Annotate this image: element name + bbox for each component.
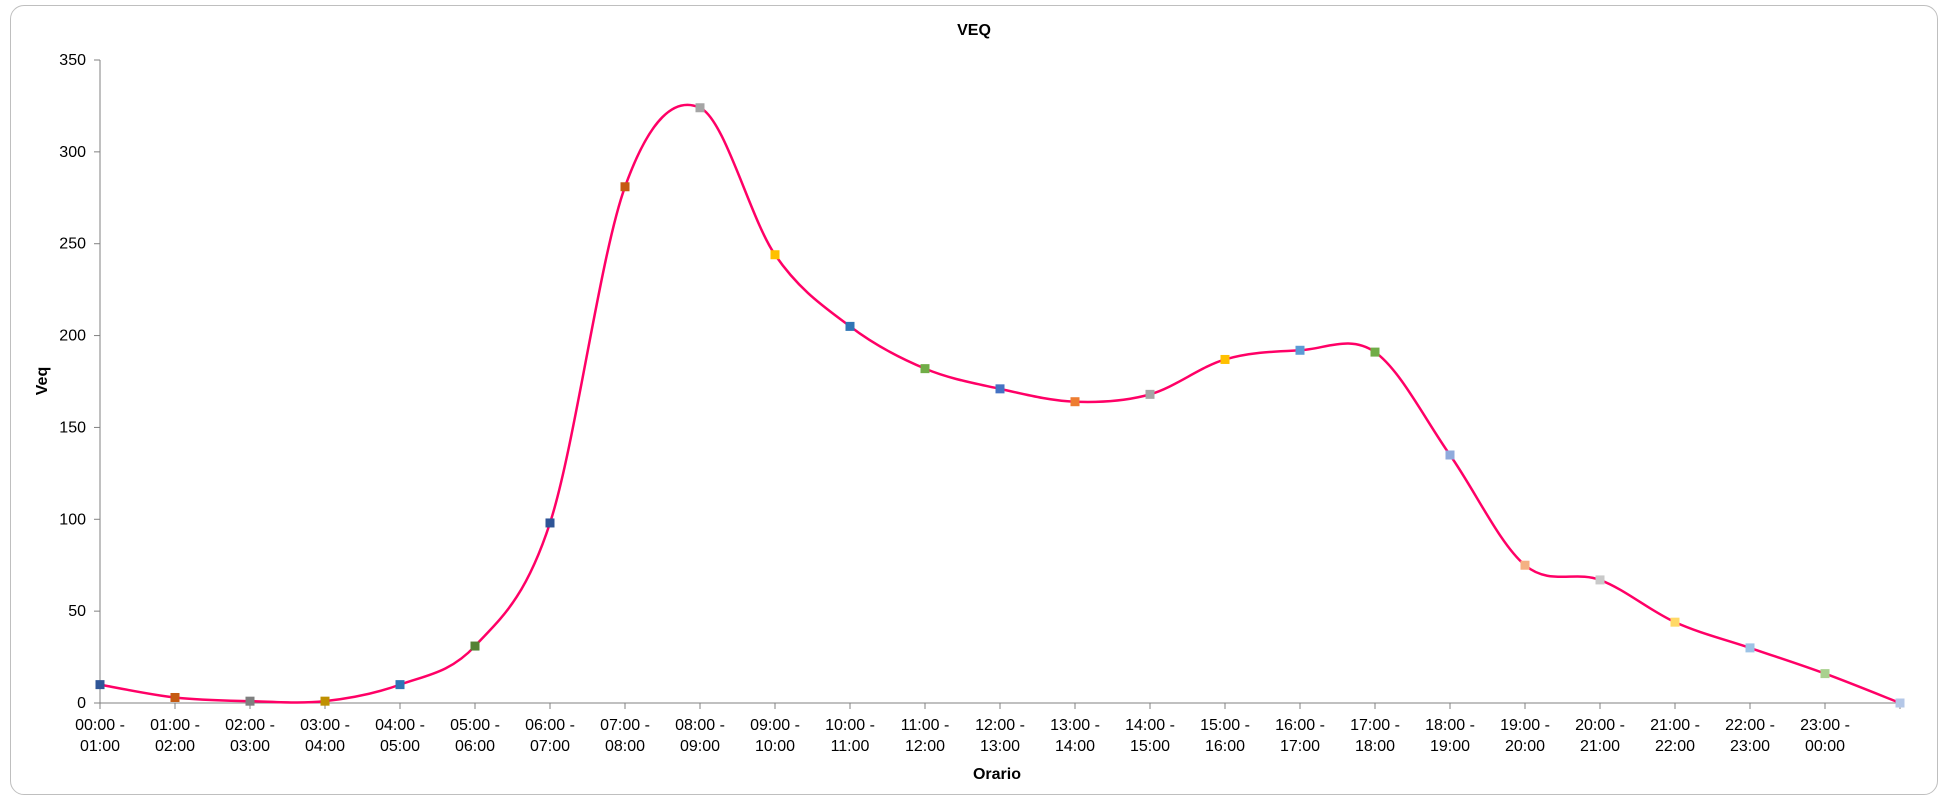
data-point-marker bbox=[1670, 617, 1680, 627]
data-point-marker bbox=[845, 321, 855, 331]
y-tick-label: 350 bbox=[59, 52, 86, 69]
data-point-marker bbox=[320, 696, 330, 706]
x-tick-label-line2: 20:00 bbox=[1505, 738, 1545, 755]
data-point-marker bbox=[545, 518, 555, 528]
x-tick-label-line2: 04:00 bbox=[305, 738, 345, 755]
y-axis-title: Veq bbox=[34, 367, 51, 395]
x-tick-label-line2: 22:00 bbox=[1655, 738, 1695, 755]
y-tick-label: 0 bbox=[77, 695, 86, 712]
x-tick-label-line1: 02:00 - bbox=[225, 717, 275, 734]
series-line-group bbox=[99, 103, 1901, 705]
x-tick-label-line2: 16:00 bbox=[1205, 738, 1245, 755]
x-tick-label-line2: 17:00 bbox=[1280, 738, 1320, 755]
data-point-marker bbox=[1145, 389, 1155, 399]
x-tick-label-line2: 19:00 bbox=[1430, 738, 1470, 755]
data-point-marker bbox=[1745, 643, 1755, 653]
x-tick-label-line2: 02:00 bbox=[155, 738, 195, 755]
x-tick-label-line1: 21:00 - bbox=[1650, 717, 1700, 734]
x-tick-label-line1: 01:00 - bbox=[150, 717, 200, 734]
x-tick-label-line2: 18:00 bbox=[1355, 738, 1395, 755]
x-tick-label-line1: 20:00 - bbox=[1575, 717, 1625, 734]
y-axis-ticks: 0 50 100 150 200 250 300 350 bbox=[59, 52, 100, 712]
data-point-marker bbox=[170, 692, 180, 702]
x-tick-label-line1: 03:00 - bbox=[300, 717, 350, 734]
x-tick-label-line2: 10:00 bbox=[755, 738, 795, 755]
x-tick-label-line2: 23:00 bbox=[1730, 738, 1770, 755]
data-point-marker bbox=[1595, 575, 1605, 585]
x-tick-label-line2: 11:00 bbox=[831, 738, 870, 755]
x-axis-ticks: 00:00 - 01:00 01:00 - 02:00 02:00 - 03:00 03:0… bbox=[75, 703, 1901, 755]
x-tick-label-line2: 21:00 bbox=[1580, 738, 1620, 755]
x-tick-label-line2: 03:00 bbox=[230, 738, 270, 755]
x-tick-label-line2: 12:00 bbox=[905, 738, 945, 755]
y-tick-label: 150 bbox=[59, 419, 86, 436]
x-tick-label-line1: 05:00 - bbox=[450, 717, 500, 734]
x-tick-label-line1: 15:00 - bbox=[1200, 717, 1250, 734]
x-tick-label-line1: 23:00 - bbox=[1800, 717, 1850, 734]
x-tick-label-line2: 06:00 bbox=[455, 738, 495, 755]
data-point-marker bbox=[470, 641, 480, 651]
data-point-marker bbox=[1445, 450, 1455, 460]
x-tick-label-line1: 14:00 - bbox=[1125, 717, 1175, 734]
x-tick-label-line1: 11:00 - bbox=[901, 717, 950, 734]
data-point-marker bbox=[1295, 345, 1305, 355]
data-point-marker bbox=[920, 364, 930, 374]
x-tick-label-line1: 18:00 - bbox=[1425, 717, 1475, 734]
x-tick-label-line1: 12:00 - bbox=[975, 717, 1025, 734]
x-tick-label-line2: 15:00 bbox=[1130, 738, 1170, 755]
x-tick-label-line1: 17:00 - bbox=[1350, 717, 1400, 734]
axes bbox=[99, 60, 1900, 704]
data-point-marker bbox=[1820, 669, 1830, 679]
x-tick-label-line1: 10:00 - bbox=[825, 717, 875, 734]
x-tick-label-line1: 04:00 - bbox=[375, 717, 425, 734]
y-tick-label: 100 bbox=[59, 511, 86, 528]
y-tick-label: 250 bbox=[59, 236, 86, 253]
x-tick-label-line2: 08:00 bbox=[605, 738, 645, 755]
x-tick-label-line1: 07:00 - bbox=[600, 717, 650, 734]
data-point-marker bbox=[1070, 397, 1080, 407]
data-markers bbox=[95, 103, 1905, 708]
x-tick-label-line2: 01:00 bbox=[80, 738, 120, 755]
x-tick-label-line1: 22:00 - bbox=[1725, 717, 1775, 734]
data-point-marker bbox=[1370, 347, 1380, 357]
x-tick-label-line2: 05:00 bbox=[380, 738, 420, 755]
data-point-marker bbox=[1220, 354, 1230, 364]
y-tick-label: 300 bbox=[59, 144, 86, 161]
data-point-marker bbox=[695, 103, 705, 113]
chart-frame bbox=[10, 5, 1938, 795]
x-tick-label-line2: 14:00 bbox=[1055, 738, 1095, 755]
x-tick-label-line1: 16:00 - bbox=[1275, 717, 1325, 734]
data-point-marker bbox=[395, 680, 405, 690]
x-axis-title: Orario bbox=[973, 766, 1021, 783]
x-tick-label-line1: 09:00 - bbox=[750, 717, 800, 734]
data-point-marker bbox=[770, 250, 780, 260]
data-point-marker bbox=[1895, 698, 1905, 708]
y-tick-label: 200 bbox=[59, 328, 86, 345]
series-line bbox=[99, 103, 1901, 705]
x-tick-label-line2: 09:00 bbox=[680, 738, 720, 755]
chart-title: VEQ bbox=[957, 22, 991, 39]
x-tick-label-line1: 00:00 - bbox=[75, 717, 125, 734]
data-point-marker bbox=[620, 182, 630, 192]
data-point-marker bbox=[245, 696, 255, 706]
x-tick-label-line2: 07:00 bbox=[530, 738, 570, 755]
data-point-marker bbox=[995, 384, 1005, 394]
x-tick-label-line1: 13:00 - bbox=[1050, 717, 1100, 734]
x-tick-label-line1: 19:00 - bbox=[1500, 717, 1550, 734]
data-point-marker bbox=[1520, 560, 1530, 570]
x-tick-label-line2: 13:00 bbox=[980, 738, 1020, 755]
data-point-marker bbox=[95, 680, 105, 690]
x-tick-label-line1: 06:00 - bbox=[525, 717, 575, 734]
x-tick-label-line1: 08:00 - bbox=[675, 717, 725, 734]
y-tick-label: 50 bbox=[68, 603, 86, 620]
x-tick-label-line2: 00:00 bbox=[1805, 738, 1845, 755]
